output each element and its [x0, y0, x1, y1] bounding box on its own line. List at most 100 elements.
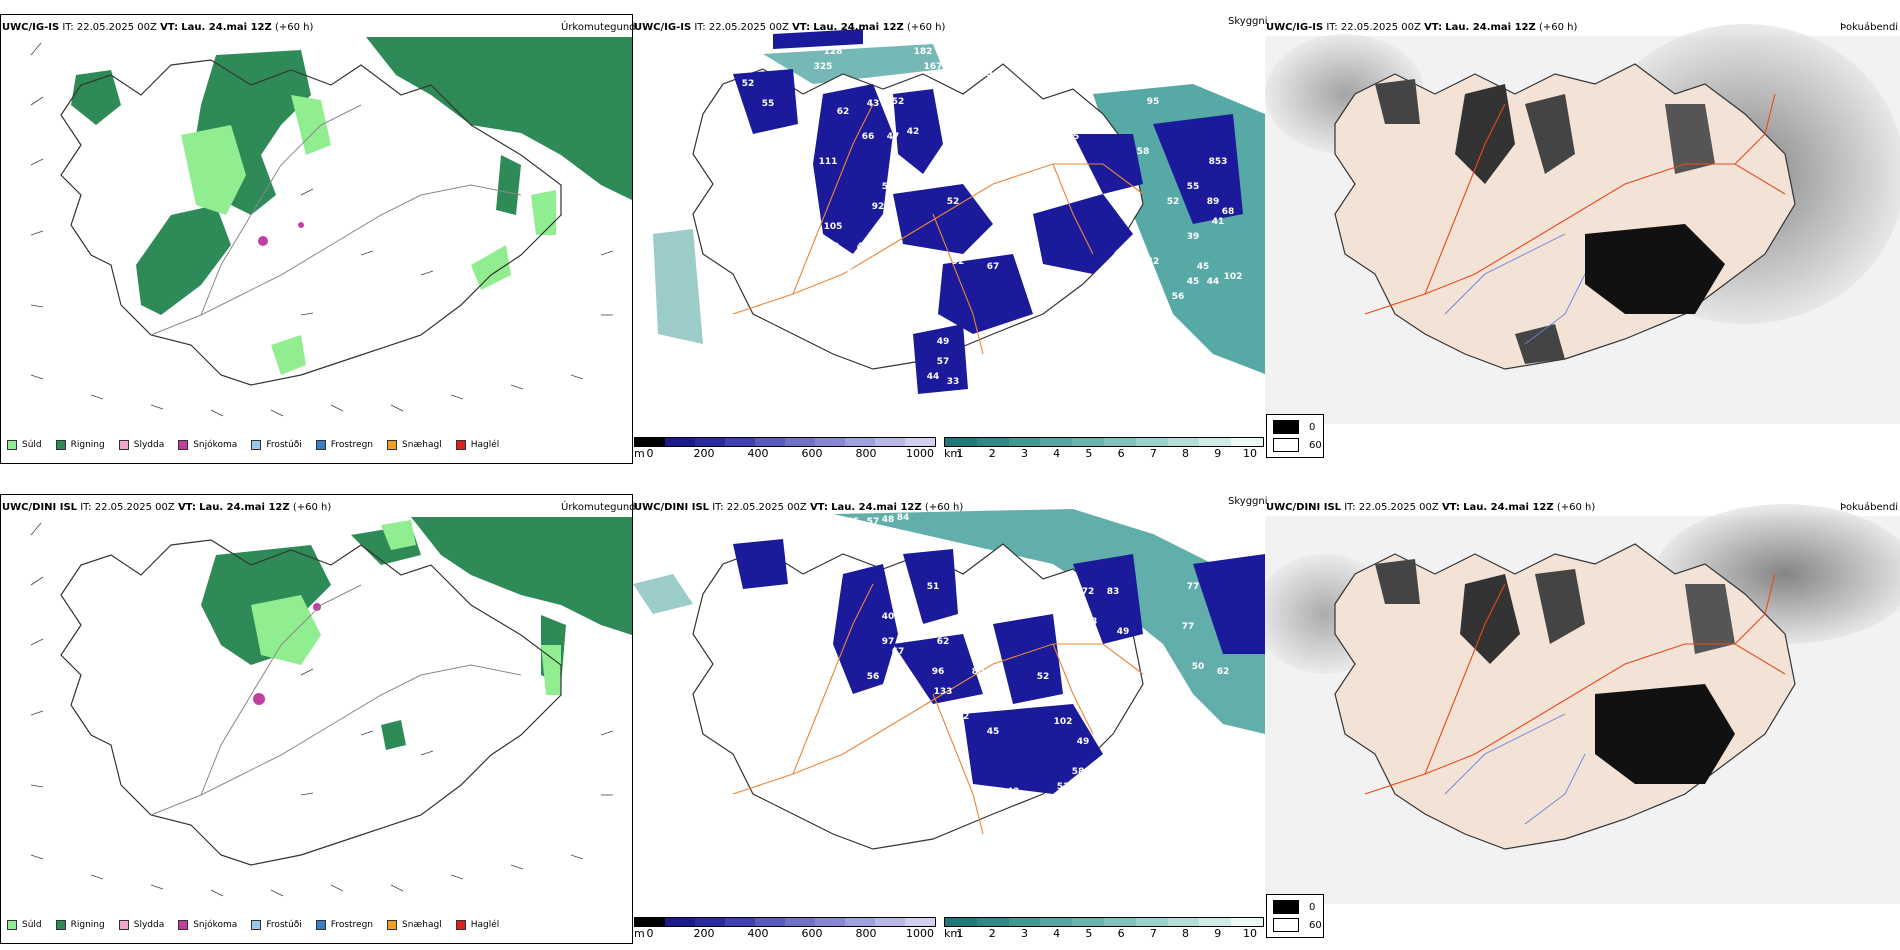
road	[200, 584, 362, 796]
roads	[732, 583, 1144, 835]
visibility-value-label: 40	[827, 242, 840, 252]
low-vis-area	[813, 84, 893, 254]
visibility-value-label: 96	[932, 667, 945, 677]
drizzle-area	[471, 245, 511, 290]
precip-map-2[interactable]	[1, 495, 632, 915]
cloud-panel-1	[1265, 14, 1900, 424]
cloud-legend-white: 60	[1309, 919, 1322, 931]
legend-item: Snæhagl	[387, 920, 442, 930]
legend-item: Frostúði	[251, 920, 302, 930]
colorbar-km-unit: km	[944, 927, 962, 940]
visibility-value-label: 148	[834, 692, 853, 702]
visibility-value-label: 45	[987, 727, 1000, 737]
lead-time: (+60 h)	[1556, 502, 1596, 513]
precip-type-title: Úrkomutegund	[561, 22, 636, 33]
low-vis-area	[1193, 554, 1265, 654]
colorbar-tick: 8	[1182, 447, 1190, 460]
drizzle-area	[181, 125, 246, 215]
low-vis-area	[963, 704, 1103, 794]
cloud-title: Þokuábendi	[1840, 502, 1899, 513]
colorbar-tick: 400	[747, 927, 769, 940]
black-swatch	[1273, 900, 1299, 914]
visibility-value-label: 49	[937, 337, 950, 347]
visibility-value-label: 65	[1067, 132, 1080, 142]
legend-item: Rigning	[55, 440, 105, 450]
model-name: UWC/IG-IS	[1266, 22, 1324, 33]
it-value: 22.05.2025 00Z	[1340, 22, 1421, 33]
cloud-map-2[interactable]	[1265, 494, 1900, 904]
teal-sea-area	[653, 229, 703, 344]
visibility-value-label: 95	[1147, 97, 1160, 107]
low-vis-area	[1073, 554, 1143, 644]
visibility-title: Skyggni	[1228, 16, 1268, 27]
visibility-value-label: 65	[847, 267, 860, 277]
precip-map-1[interactable]	[1, 15, 632, 435]
legend-item: Slydda	[118, 920, 164, 930]
visibility-value-label: 111	[819, 157, 838, 167]
legend-swatch	[178, 920, 189, 930]
colorbar-tick: 1	[956, 927, 964, 940]
drizzle-area	[381, 520, 416, 550]
drizzle-area	[531, 190, 556, 235]
visibility-value-label: 60	[887, 727, 900, 737]
vt-value: Lau. 24.mai 12Z	[813, 22, 904, 33]
visibility-value-label: 92	[872, 202, 885, 212]
visibility-value-label: 66	[862, 132, 875, 142]
legend-label: Frostúði	[266, 440, 302, 450]
model-name: UWC/IG-IS	[634, 22, 692, 33]
rain-area	[366, 37, 632, 200]
legend-swatch	[7, 920, 17, 930]
lead-time: (+60 h)	[1538, 22, 1578, 33]
fog-area	[1525, 94, 1575, 174]
visibility-value-label: 42	[1147, 257, 1160, 267]
legend-label: Snjókoma	[193, 920, 238, 930]
colorbar-tick: 600	[801, 447, 823, 460]
visibility-value-label: 60	[722, 54, 735, 64]
visibility-value-label: 68	[1222, 207, 1235, 217]
legend-item: Snæhagl	[387, 440, 442, 450]
teal-sea-area	[763, 44, 943, 84]
precip-legend: Súld Rigning Slydda Snjókoma Frostúði Frostre…	[7, 440, 513, 450]
colorbar-tick: 800	[855, 927, 877, 940]
legend-swatch	[118, 440, 129, 450]
visibility-value-label: 603	[1034, 117, 1053, 127]
visibility-value-label: 339	[974, 69, 993, 79]
visibility-value-label: 325	[814, 62, 833, 72]
legend-label: Snæhagl	[402, 920, 442, 930]
low-vis-area	[733, 539, 788, 589]
it-value: 22.05.2025 00Z	[708, 22, 789, 33]
visibility-value-label: 92	[952, 257, 965, 267]
legend-item: Slydda	[118, 440, 164, 450]
legend-label: Frostúði	[266, 920, 302, 930]
visibility-panel-2: 219 65 57 48 84 146 270 77 41 51 53 72 83 40 97 67 65 62 1…	[633, 494, 1265, 944]
row-2: Súld Rigning Slydda Snjókoma Frostúði Frostre…	[0, 480, 1900, 950]
cloud-map-1[interactable]	[1265, 14, 1900, 424]
visibility-value-label: 128	[824, 47, 843, 57]
legend-swatch	[178, 440, 189, 450]
rain-area	[411, 517, 632, 635]
roads	[1364, 573, 1786, 795]
drizzle-area	[291, 95, 331, 155]
vt-label: VT:	[160, 22, 179, 33]
visibility-value-label: 853	[1209, 157, 1228, 167]
visibility-value-label: 46	[857, 242, 870, 252]
rain-area	[381, 720, 406, 750]
vt-value: Lau. 24.mai 12Z	[181, 22, 272, 33]
legend-swatch	[455, 920, 466, 930]
road	[150, 664, 522, 816]
it-value: 22.05.2025 00Z	[726, 502, 807, 513]
rivers	[1444, 233, 1586, 345]
vt-value: Lau. 24.mai 12Z	[1463, 502, 1554, 513]
legend-swatch	[455, 440, 466, 450]
low-vis-area	[993, 614, 1063, 704]
visibility-value-label: 41	[897, 582, 910, 592]
white-swatch	[1273, 918, 1299, 932]
visibility-value-label: 83	[1107, 587, 1120, 597]
legend-label: Rigning	[70, 920, 105, 930]
cloud-panel-2	[1265, 494, 1900, 904]
rain-area	[496, 155, 521, 215]
low-vis-area	[1073, 134, 1143, 194]
colorbar-tick: 2	[988, 447, 996, 460]
